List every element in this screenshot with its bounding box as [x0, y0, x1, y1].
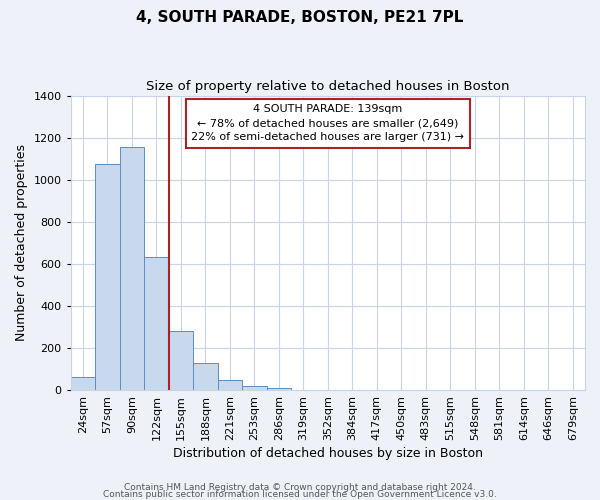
Title: Size of property relative to detached houses in Boston: Size of property relative to detached ho… [146, 80, 509, 93]
Bar [266, 388, 291, 390]
Text: Contains public sector information licensed under the Open Government Licence v3: Contains public sector information licen… [103, 490, 497, 499]
Bar [218, 380, 242, 390]
Bar [119, 147, 144, 390]
Bar [242, 386, 266, 390]
Text: 4 SOUTH PARADE: 139sqm
← 78% of detached houses are smaller (2,649)
22% of semi-: 4 SOUTH PARADE: 139sqm ← 78% of detached… [191, 104, 464, 142]
Bar [144, 256, 169, 390]
Bar [95, 164, 119, 390]
Y-axis label: Number of detached properties: Number of detached properties [15, 144, 28, 342]
X-axis label: Distribution of detached houses by size in Boston: Distribution of detached houses by size … [173, 447, 483, 460]
Bar [71, 376, 95, 390]
Bar [193, 363, 218, 390]
Text: 4, SOUTH PARADE, BOSTON, PE21 7PL: 4, SOUTH PARADE, BOSTON, PE21 7PL [136, 10, 464, 25]
Bar [169, 332, 193, 390]
Text: Contains HM Land Registry data © Crown copyright and database right 2024.: Contains HM Land Registry data © Crown c… [124, 484, 476, 492]
